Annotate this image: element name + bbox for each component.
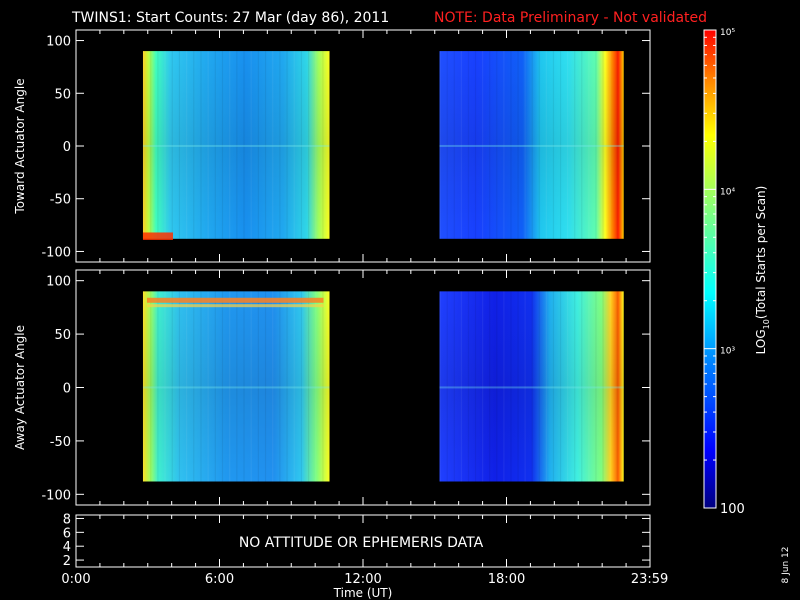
chart-title: TWINS1: Start Counts: 27 Mar (day 86), 2…: [71, 10, 389, 26]
y-tick-label: 100: [46, 275, 71, 290]
heatmap-shade: [142, 291, 330, 482]
colorbar-gradient: [704, 30, 716, 508]
y-tick-label: 8: [63, 512, 71, 527]
x-tick-label: 0:00: [61, 572, 90, 587]
y-tick-label: 6: [63, 526, 71, 541]
y-axis-title: Toward Actuator Angle: [13, 78, 27, 214]
panel-toward: 100 50 0 -50 -100 Toward Actuator Angle: [13, 29, 651, 263]
high-count-spot: [142, 232, 173, 240]
panel-away: 100 50 0 -50 -100 Away Actuator Angle: [13, 269, 651, 506]
x-tick-label: 12:00: [344, 572, 381, 587]
y-tick-label: -50: [50, 193, 71, 208]
y-tick-label: -50: [50, 435, 71, 450]
y-tick-label: 100: [46, 35, 71, 50]
colorbar-tick-label: 10⁴: [720, 187, 735, 197]
y-tick-label: 50: [54, 87, 71, 102]
colorbar-ticks: 100 10³ 10⁴ 10⁵: [704, 28, 745, 517]
x-axis: 0:00 6:00 12:00 18:00 23:59 Time (UT): [61, 572, 668, 600]
x-tick-label: 18:00: [488, 572, 525, 587]
y-tick-label: 0: [63, 140, 71, 155]
y-tick-label: -100: [41, 245, 71, 260]
y-tick-label: 2: [63, 554, 71, 569]
colorbar: 100 10³ 10⁴ 10⁵ LOG10(Total Starts per Scan…: [703, 28, 771, 517]
panels-group: 100 50 0 -50 -100 Toward Actuator Angle 100 50 0…: [13, 29, 668, 600]
heatmap-shade: [142, 51, 330, 239]
y-tick-label: 0: [63, 382, 71, 397]
heatmap-shade: [439, 291, 624, 482]
high-count-band-2: [146, 304, 324, 308]
y-tick-label: 4: [63, 540, 71, 555]
colorbar-tick-label: 10³: [720, 347, 735, 357]
colorbar-tick-label: 10⁵: [720, 28, 735, 38]
colorbar-tick-label: 100: [720, 502, 745, 517]
colorbar-label: LOG10(Total Starts per Scan): [754, 186, 771, 355]
date-stamp: 8 Jun 12: [781, 547, 791, 584]
x-tick-label: 6:00: [205, 572, 234, 587]
y-tick-label: 50: [54, 328, 71, 343]
y-axis-title: Away Actuator Angle: [13, 325, 27, 450]
x-tick-label: 23:59: [631, 572, 668, 587]
preliminary-note: NOTE: Data Preliminary - Not validated: [434, 10, 707, 26]
heatmap-shade: [439, 51, 624, 239]
y-tick-label: -100: [41, 488, 71, 503]
no-data-annotation: NO ATTITUDE OR EPHEMERIS DATA: [239, 535, 484, 551]
high-count-band: [146, 297, 324, 303]
x-axis-title: Time (UT): [333, 586, 393, 600]
